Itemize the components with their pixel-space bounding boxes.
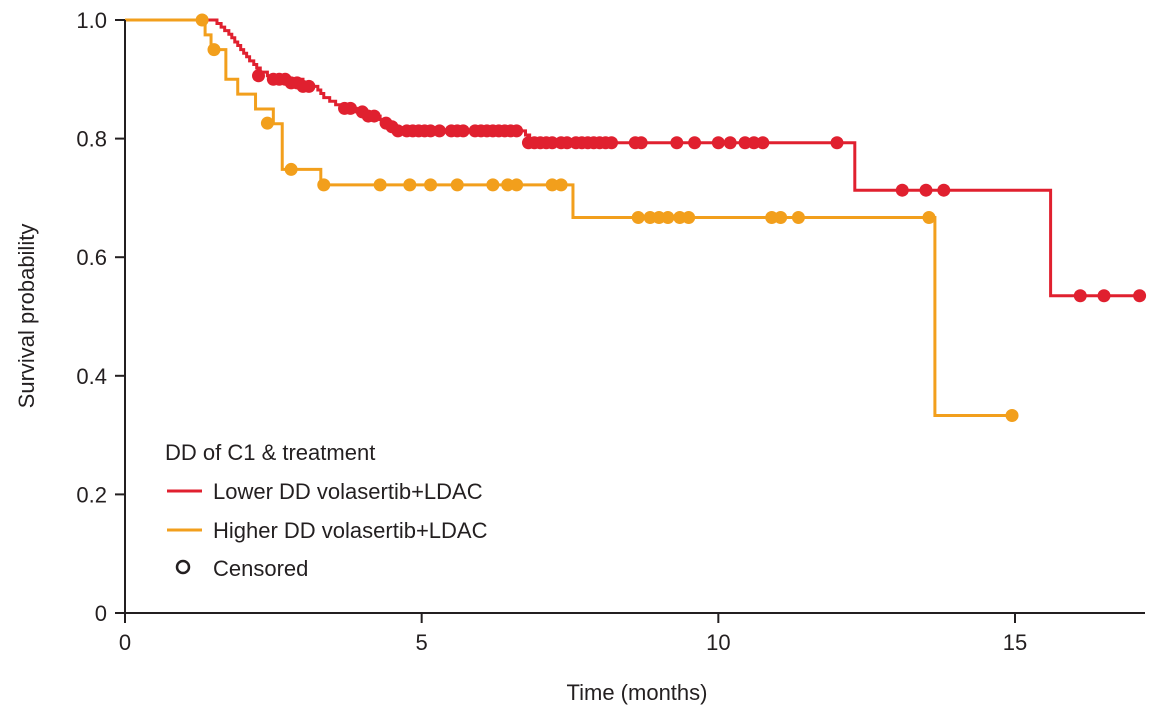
censored-point	[1133, 289, 1147, 303]
x-tick-label: 5	[416, 630, 428, 655]
censored-point	[1005, 409, 1019, 423]
censored-point	[260, 116, 274, 130]
censored-point	[919, 183, 933, 197]
survival-curve-higher-dd	[125, 18, 1013, 418]
legend-label-censored: Censored	[213, 556, 308, 581]
survival-curve-lower-dd	[125, 18, 1140, 298]
censored-point	[391, 124, 405, 138]
censored-point	[643, 210, 657, 224]
censored-point	[652, 210, 666, 224]
censored-point	[682, 210, 696, 224]
censored-point	[830, 136, 844, 150]
legend-label-higher-dd: Higher DD volasertib+LDAC	[213, 518, 488, 543]
legend-censored-marker	[175, 559, 191, 575]
censored-point	[661, 210, 675, 224]
censored-point	[747, 136, 761, 150]
censored-point	[486, 178, 500, 192]
censored-point	[510, 178, 524, 192]
censored-point	[738, 136, 752, 150]
censored-point	[432, 124, 446, 138]
censored-point	[424, 124, 438, 138]
censored-point	[634, 136, 648, 150]
censored-point	[450, 178, 464, 192]
axes: 0 5 10 15 0 0.2 0.4 0.6 0.8 1.0	[76, 8, 1145, 655]
censored-point	[711, 136, 725, 150]
censored-point	[688, 136, 702, 150]
censored-point	[631, 210, 645, 224]
x-tick-label: 15	[1003, 630, 1027, 655]
censored-point	[895, 183, 909, 197]
censored-point	[765, 210, 779, 224]
censored-point	[774, 210, 788, 224]
censored-point	[424, 178, 438, 192]
y-tick-label: 0.2	[76, 482, 107, 507]
x-axis-title: Time (months)	[567, 680, 708, 705]
censored-point	[367, 109, 381, 123]
censored-point	[545, 178, 559, 192]
censored-point	[791, 210, 805, 224]
legend: DD of C1 & treatment Lower DD volasertib…	[165, 440, 488, 581]
censored-point	[403, 178, 417, 192]
y-tick-label: 0.8	[76, 127, 107, 152]
censored-point	[554, 178, 568, 192]
censored-point	[317, 178, 331, 192]
censored-point	[545, 136, 559, 150]
censored-point	[195, 13, 209, 27]
y-axis-ticks: 0 0.2 0.4 0.6 0.8 1.0	[76, 8, 125, 626]
y-tick-label: 0.4	[76, 364, 107, 389]
censored-point	[207, 43, 221, 57]
censored-point	[756, 136, 770, 150]
censored-point	[937, 183, 951, 197]
y-tick-label: 0.6	[76, 245, 107, 270]
legend-title: DD of C1 & treatment	[165, 440, 375, 465]
censored-point	[922, 210, 936, 224]
censored-point	[501, 178, 515, 192]
censored-point	[284, 162, 298, 176]
censored-point	[673, 210, 687, 224]
legend-label-lower-dd: Lower DD volasertib+LDAC	[213, 479, 483, 504]
censored-markers	[195, 13, 1147, 423]
x-tick-label: 0	[119, 630, 131, 655]
y-axis-title: Survival probability	[14, 224, 39, 409]
censored-point	[343, 101, 357, 115]
censored-point	[723, 136, 737, 150]
y-tick-label: 0	[95, 601, 107, 626]
censored-point	[510, 124, 524, 138]
censored-point	[456, 124, 470, 138]
censored-point	[1097, 289, 1111, 303]
censored-point	[1073, 289, 1087, 303]
y-tick-label: 1.0	[76, 8, 107, 33]
censored-point	[560, 136, 574, 150]
x-tick-label: 10	[706, 630, 730, 655]
censored-point	[605, 136, 619, 150]
censored-point	[302, 79, 316, 93]
censored-point	[373, 178, 387, 192]
censored-point	[670, 136, 684, 150]
x-axis-ticks: 0 5 10 15	[119, 613, 1027, 655]
censored-point	[252, 69, 265, 83]
